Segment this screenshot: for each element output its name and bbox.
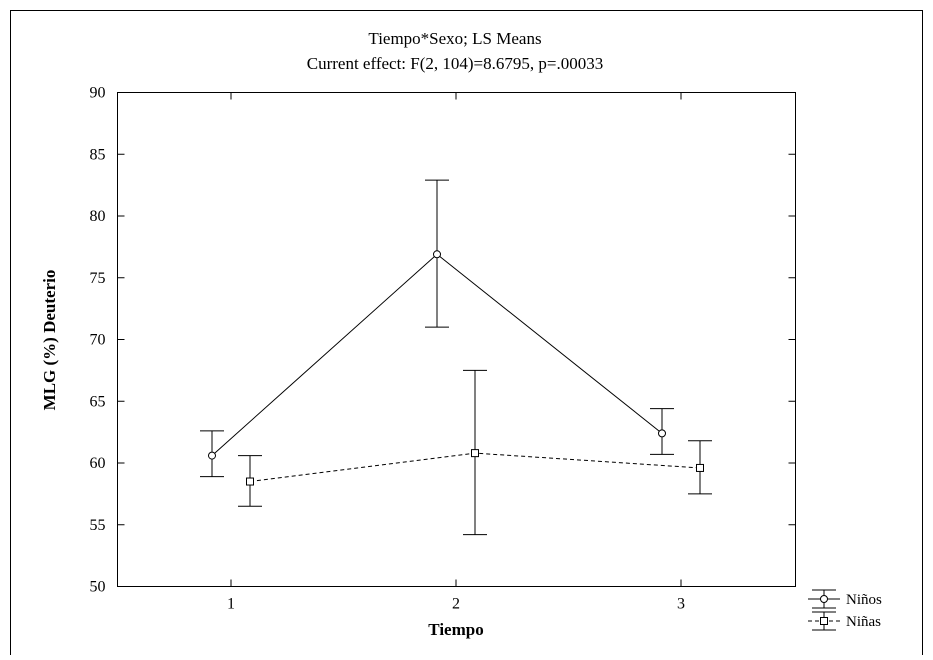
legend-item: Niñas — [808, 611, 881, 631]
legend-item: Niños — [808, 589, 882, 609]
series-ninas — [238, 369, 712, 536]
y-tick-label: 50 — [90, 579, 106, 596]
y-tick-label: 80 — [90, 208, 106, 225]
y-tick-label: 90 — [90, 85, 106, 102]
x-axis-label: Tiempo — [428, 620, 483, 639]
data-point — [471, 449, 479, 458]
legend-marker — [820, 617, 828, 625]
y-tick-label: 60 — [90, 455, 106, 472]
y-axis-label: MLG (%) Deuterio — [40, 270, 59, 411]
y-tick-label: 85 — [90, 146, 106, 163]
y-axis: 50 55 60 65 70 75 80 85 90 — [90, 85, 796, 596]
x-axis: 1 2 3 — [227, 92, 685, 613]
series-ninos — [200, 179, 674, 478]
legend-label: Niños — [846, 592, 882, 608]
data-point — [246, 477, 254, 486]
y-tick-label: 75 — [90, 270, 106, 287]
plot-area — [117, 92, 796, 587]
x-tick-label: 1 — [227, 596, 235, 613]
data-point — [433, 250, 441, 259]
data-point — [658, 429, 666, 438]
chart-title: Tiempo*Sexo; LS Means — [368, 29, 541, 48]
y-tick-label: 55 — [90, 517, 106, 534]
data-point — [208, 451, 216, 460]
legend-marker — [820, 595, 828, 603]
legend-label: Niñas — [846, 614, 881, 630]
chart-subtitle: Current effect: F(2, 104)=8.6795, p=.000… — [307, 54, 603, 73]
series-layer — [200, 179, 712, 536]
legend: Niños Niñas — [808, 589, 882, 631]
data-point — [696, 463, 704, 472]
chart-frame — [10, 10, 923, 657]
x-tick-label: 2 — [452, 596, 460, 613]
y-tick-label: 65 — [90, 393, 106, 410]
y-tick-label: 70 — [90, 332, 106, 349]
x-tick-label: 3 — [677, 596, 685, 613]
